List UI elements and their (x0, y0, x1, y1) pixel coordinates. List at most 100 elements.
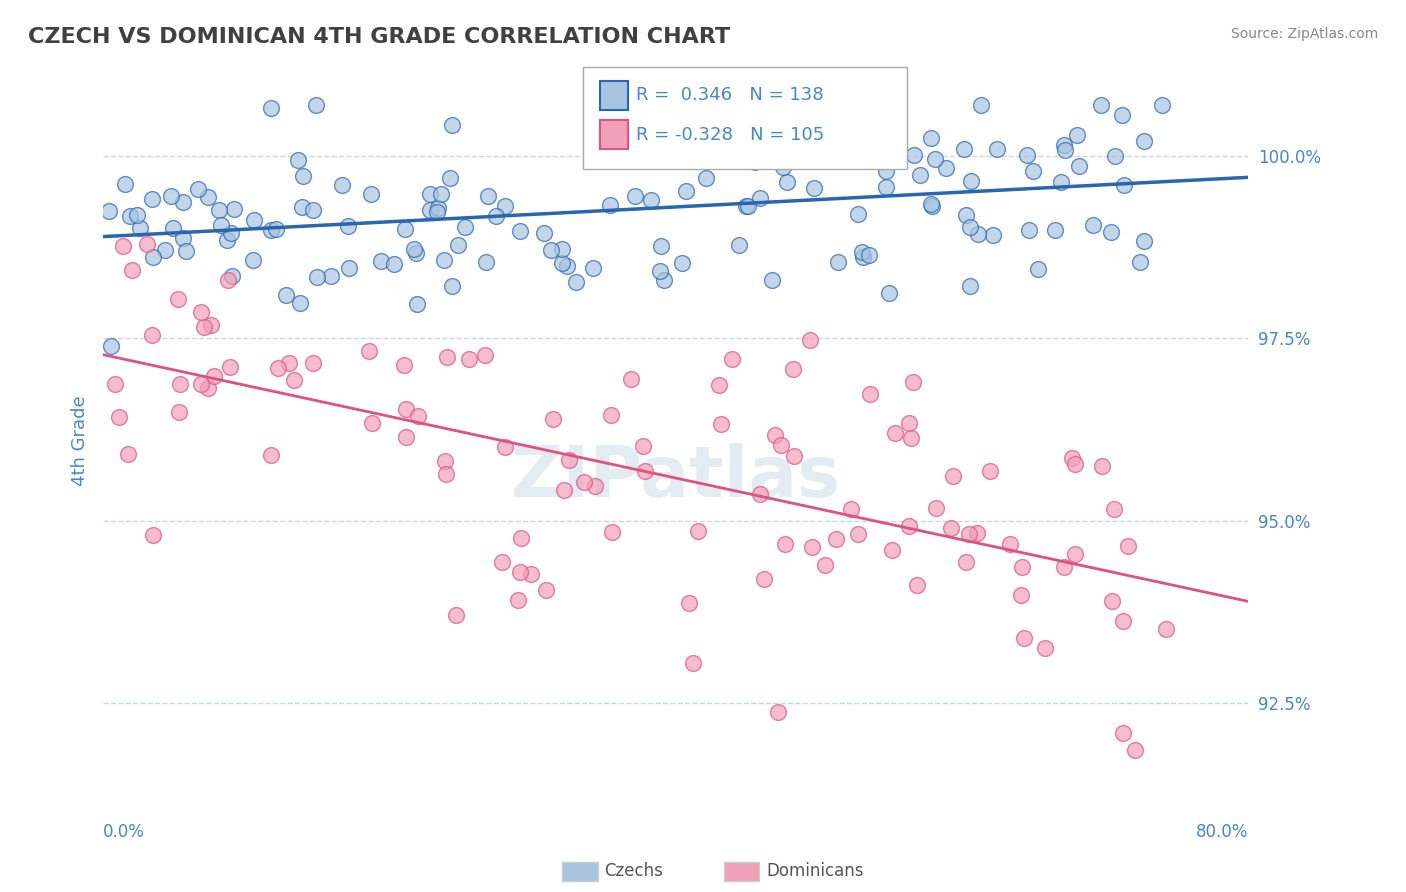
Point (302, 355, 325, 369)
Point (1053, 560, 1076, 574)
Point (924, 152, 946, 166)
Point (935, 161, 957, 175)
Point (259, 101, 281, 115)
Point (1090, 98, 1112, 112)
Point (434, 454, 457, 468)
Point (444, 608, 467, 623)
Point (925, 501, 948, 516)
Point (405, 296, 427, 310)
Point (337, 260, 360, 275)
Point (426, 201, 449, 215)
Text: 80.0%: 80.0% (1195, 823, 1249, 841)
Point (884, 425, 907, 440)
Point (897, 417, 920, 431)
Point (141, 192, 163, 206)
Point (600, 524, 623, 539)
Point (197, 190, 219, 204)
Point (433, 252, 456, 267)
Point (644, 123, 666, 137)
Point (190, 305, 212, 319)
Point (120, 209, 142, 223)
Point (766, 705, 789, 719)
Point (288, 296, 311, 310)
Point (558, 453, 581, 467)
Point (825, 532, 848, 546)
Point (877, 286, 900, 301)
Point (744, 155, 766, 169)
Point (1014, 631, 1036, 645)
Point (707, 378, 730, 392)
Point (875, 164, 897, 178)
Point (200, 318, 222, 333)
Point (955, 555, 977, 569)
Point (650, 239, 672, 253)
Point (111, 239, 134, 253)
Point (141, 528, 163, 542)
Point (903, 148, 925, 162)
Point (846, 526, 869, 541)
Point (534, 582, 557, 597)
Point (553, 483, 575, 498)
Text: R = -0.328   N = 105: R = -0.328 N = 105 (636, 126, 824, 144)
Point (174, 244, 197, 258)
Point (242, 253, 264, 268)
Point (1112, 178, 1135, 192)
Point (190, 376, 212, 391)
Text: Czechs: Czechs (605, 863, 664, 880)
Point (100, 339, 122, 353)
Point (1018, 223, 1040, 237)
Point (382, 257, 405, 271)
Point (957, 526, 980, 541)
Point (1132, 234, 1154, 248)
Point (734, 138, 756, 153)
Point (494, 199, 516, 213)
Point (652, 272, 675, 286)
Point (243, 213, 266, 227)
Point (734, 198, 756, 212)
Point (494, 440, 516, 454)
Text: Source: ZipAtlas.com: Source: ZipAtlas.com (1230, 27, 1378, 41)
Point (634, 464, 657, 478)
Point (1028, 261, 1050, 276)
Point (395, 401, 418, 416)
Point (1063, 457, 1085, 471)
Point (104, 377, 127, 392)
Text: Dominicans: Dominicans (766, 863, 863, 880)
Point (827, 254, 849, 268)
Point (441, 278, 464, 293)
Point (267, 360, 290, 375)
Point (979, 464, 1001, 478)
Point (276, 288, 298, 302)
Point (305, 98, 328, 112)
Point (782, 362, 804, 376)
Point (675, 184, 697, 198)
Point (839, 502, 862, 516)
Point (283, 373, 305, 387)
Point (509, 531, 531, 545)
Point (905, 578, 928, 592)
Point (1116, 539, 1139, 553)
Point (477, 189, 499, 203)
Point (419, 186, 441, 201)
Point (395, 429, 418, 443)
Point (475, 254, 498, 268)
Point (217, 233, 239, 247)
Point (1128, 255, 1150, 269)
Point (737, 199, 759, 213)
Point (264, 221, 287, 235)
Point (998, 537, 1021, 551)
Point (959, 278, 981, 293)
Point (160, 188, 183, 202)
Point (360, 416, 382, 430)
Point (970, 98, 993, 112)
Point (392, 358, 415, 372)
Point (125, 208, 148, 222)
Point (901, 375, 924, 389)
Point (166, 293, 188, 307)
Point (330, 178, 353, 193)
Point (121, 263, 143, 277)
Point (648, 264, 671, 278)
Point (623, 189, 645, 203)
Point (1123, 743, 1146, 757)
Point (800, 541, 823, 555)
